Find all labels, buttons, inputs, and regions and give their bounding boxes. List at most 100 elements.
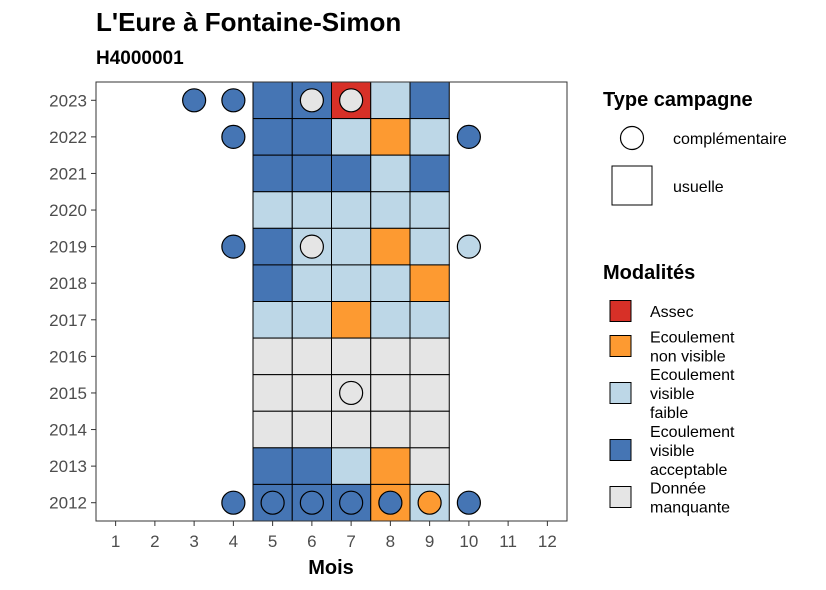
tiles-layer [252,81,450,522]
point-2012-8 [378,490,403,515]
y-tick-label-2018: 2018 [49,274,87,293]
chart-title: L'Eure à Fontaine-Simon [96,7,401,37]
legend-modalite-key-0 [609,300,632,322]
tile-2014-6 [291,410,332,449]
tile-2013-8 [370,447,411,485]
tile-2023-5 [252,81,293,120]
tile-2013-6 [291,447,332,485]
tile-2020-8 [370,191,411,229]
point-2023-6 [299,88,324,113]
tile-2019-7 [331,227,372,266]
y-tick-label-2017: 2017 [49,311,87,330]
x-tick-label-9: 9 [425,532,434,551]
legend-modalite-label-2-1: visible [650,386,695,403]
x-tick-label-7: 7 [346,532,355,551]
y-tick-label-2013: 2013 [49,457,87,476]
tile-2022-5 [252,118,293,156]
tile-2017-7 [331,301,372,339]
legend-modalite-label-3-0: Ecoulement [650,424,735,441]
point-2023-7 [339,88,364,113]
legend-modalite-key-1 [609,335,632,357]
tile-2014-7 [331,410,372,449]
tile-2018-6 [291,264,332,302]
tile-2013-5 [252,447,293,485]
tile-2020-6 [291,191,332,229]
tile-2017-9 [409,301,450,339]
point-2012-7 [339,490,364,515]
tile-2016-5 [252,337,293,376]
point-2012-6 [299,490,324,515]
point-2022-10 [456,124,481,149]
tile-2015-5 [252,374,293,412]
tile-2021-7 [331,154,372,193]
tile-2019-8 [370,227,411,266]
point-2012-4 [221,490,246,515]
tile-2017-5 [252,301,293,339]
chart-subtitle: H4000001 [96,48,184,69]
tile-2013-7 [331,447,372,485]
tile-2014-5 [252,410,293,449]
point-2019-6 [299,234,324,259]
point-2023-3 [182,88,207,113]
legend-modalite-label-4-1: manquante [650,500,730,517]
y-tick-label-2015: 2015 [49,384,87,403]
point-2012-5 [260,490,285,515]
legend-type-label-1: usuelle [673,179,724,196]
y-tick-label-2023: 2023 [49,91,87,110]
tile-2020-9 [409,191,450,229]
tile-2018-8 [370,264,411,302]
y-tick-label-2016: 2016 [49,347,87,366]
tile-2018-5 [252,264,293,302]
y-tick-label-2019: 2019 [49,238,87,257]
point-2015-7 [339,380,364,406]
tile-2021-6 [291,154,332,193]
tile-2017-6 [291,301,332,339]
legend-type-tile-symbol [611,165,653,206]
x-tick-label-5: 5 [268,532,277,551]
legend-modalite-key-2 [609,382,632,404]
tile-2021-5 [252,154,293,193]
tile-2022-7 [331,118,372,156]
x-tick-label-8: 8 [386,532,395,551]
point-2019-4 [221,234,246,259]
y-tick-label-2014: 2014 [49,421,87,440]
tile-2014-8 [370,410,411,449]
legend-type-campagne: Type campagne complémentaire usuelle [603,89,787,206]
tile-2017-8 [370,301,411,339]
y-axis: 2012 2013 2014 2015 2016 2017 2018 2019 2020 2021… [49,91,96,513]
legend-type-point-symbol [619,125,645,151]
point-2022-4 [221,124,246,149]
legend-modalites-title: Modalités [603,262,695,284]
x-axis-label: Mois [308,557,354,579]
tile-2022-6 [291,118,332,156]
tile-2014-9 [409,410,450,449]
legend-modalite-key-4 [609,486,632,508]
legend-modalite-label-0-0: Assec [650,304,694,321]
legend-modalite-label-2-0: Ecoulement [650,367,735,384]
x-tick-label-6: 6 [307,532,316,551]
legend-modalite-key-3 [609,439,632,461]
x-tick-label-2: 2 [150,532,159,551]
tile-2016-8 [370,337,411,376]
legend-modalite-label-3-2: acceptable [650,462,727,479]
y-tick-label-2020: 2020 [49,201,87,220]
y-tick-label-2012: 2012 [49,494,87,513]
x-tick-label-10: 10 [459,532,478,551]
x-axis: 1 2 3 4 5 6 7 8 9 10 11 12 [111,521,557,551]
points-layer [182,88,481,515]
tile-2018-7 [331,264,372,302]
tile-2022-8 [370,118,411,156]
tile-2020-7 [331,191,372,229]
point-2012-9 [417,490,442,515]
y-tick-label-2021: 2021 [49,164,87,183]
tile-2015-6 [291,374,332,412]
tile-2020-5 [252,191,293,229]
point-2023-4 [221,88,246,113]
tile-2021-8 [370,154,411,193]
tile-2019-5 [252,227,293,266]
tile-2018-9 [409,264,450,302]
x-tick-label-11: 11 [499,532,517,551]
tile-2015-9 [409,374,450,412]
panel-border [95,81,568,522]
